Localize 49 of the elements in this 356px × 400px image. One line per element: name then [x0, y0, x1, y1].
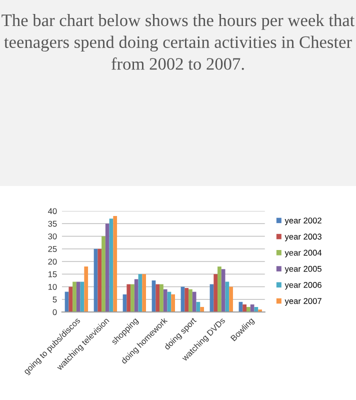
y-tick-label: 10 [48, 284, 57, 290]
y-tick-label: 25 [48, 246, 57, 252]
bar [225, 282, 230, 312]
bar [72, 282, 76, 312]
y-tick-label: 35 [48, 220, 57, 227]
bar [214, 274, 218, 312]
bar [138, 274, 142, 312]
y-tick-label: 15 [48, 271, 57, 278]
bar [80, 282, 84, 312]
bar [142, 274, 146, 312]
bar [192, 292, 196, 312]
bar [94, 248, 98, 312]
chart-title: The bar chart below shows the hours per week that teenagers spend doing certain activities in Chester from 2002 to 2007. [2, 14, 355, 70]
bar [200, 306, 204, 312]
bar [160, 284, 164, 312]
bar [229, 286, 233, 312]
bar [221, 269, 226, 312]
bar [113, 216, 118, 312]
bar [254, 306, 258, 312]
bar [210, 284, 214, 312]
bar [126, 284, 131, 312]
y-tick-label: 40 [48, 208, 57, 214]
bar [84, 266, 88, 312]
bar [102, 236, 106, 312]
legend-label: year 2004 [284, 250, 322, 258]
bar [105, 224, 110, 312]
bar [218, 266, 222, 312]
y-tick-label: 5 [52, 296, 57, 302]
bar [171, 294, 175, 312]
bar [130, 284, 134, 312]
bar [68, 286, 73, 312]
y-tick-label: 30 [48, 233, 57, 240]
legend-label: year 2003 [284, 234, 322, 242]
y-tick-label: 0 [52, 309, 57, 316]
bar [76, 282, 80, 312]
bar [134, 279, 138, 312]
bar [246, 306, 250, 312]
legend-label: year 2007 [284, 298, 322, 306]
bar [188, 289, 192, 312]
bar [163, 289, 168, 312]
bar [242, 304, 247, 312]
bar [109, 218, 114, 312]
bar [98, 248, 102, 312]
y-tick-label: 20 [48, 258, 57, 265]
bar [156, 284, 160, 312]
legend-label: year 2005 [284, 266, 322, 274]
legend-label: year 2006 [284, 282, 322, 290]
legend-label: year 2002 [284, 218, 322, 226]
bar [184, 288, 189, 312]
